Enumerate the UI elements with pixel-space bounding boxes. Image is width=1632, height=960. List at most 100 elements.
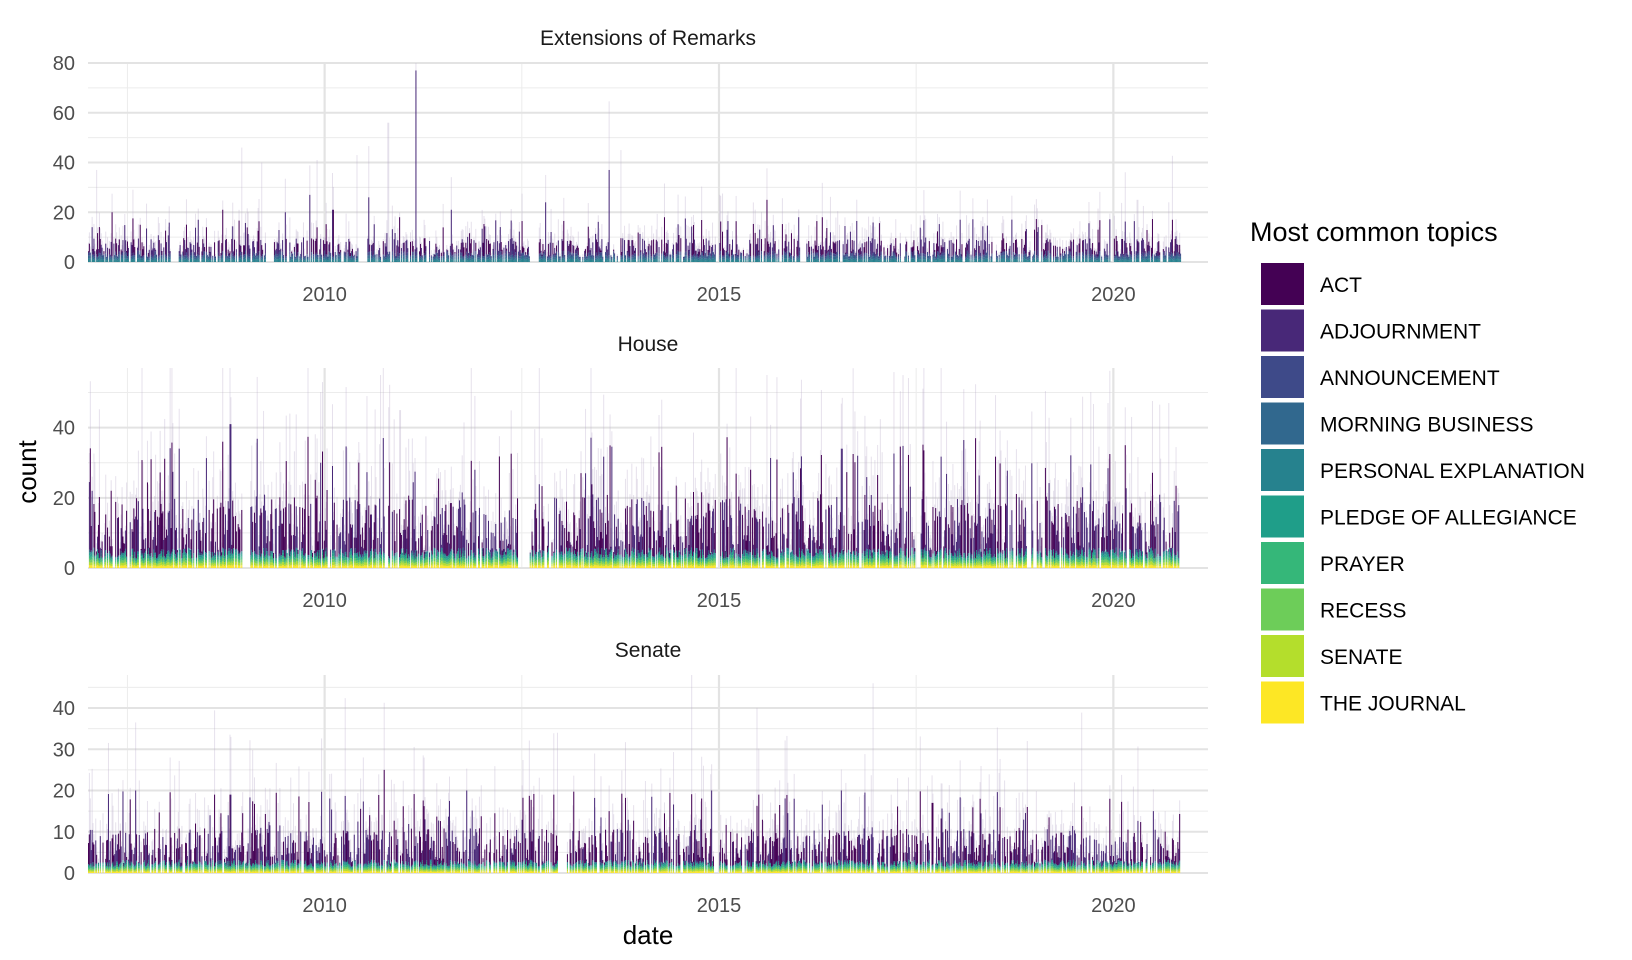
bar-segment [481,252,483,256]
bar-segment [694,257,696,260]
bar-segment [469,260,471,262]
bar-segment [942,256,944,260]
bar-segment [98,559,100,562]
bar-segment [240,255,242,259]
bar-segment [722,255,724,258]
bar-segment [89,565,91,568]
bar-segment [723,259,725,262]
bar-segment [137,559,139,563]
bar-segment [90,550,92,554]
bar-segment [182,251,184,253]
bar-segment [917,250,919,255]
bar-segment [858,255,860,259]
bar-segment [163,247,165,253]
bar-segment [936,254,938,259]
bar-segment [513,260,515,262]
bar-segment [101,258,103,262]
bar-segment [933,256,935,259]
bar-segment [518,260,520,262]
bar-segment [1014,252,1016,256]
bar-segment [1155,252,1157,256]
bar-segment [99,253,101,257]
bar-trace [719,194,721,262]
bar-segment [218,260,220,262]
bar-segment [179,260,181,262]
bar-segment [599,255,601,259]
bar-segment [1149,258,1151,262]
bar-segment [667,252,669,256]
bar-segment [970,255,972,258]
bar-segment [518,256,520,259]
bar-segment [153,555,155,559]
bar-segment [460,258,462,262]
bar-segment [158,558,160,562]
bar-segment [669,259,671,262]
bar-segment [907,255,909,258]
bar-segment [1000,258,1002,262]
bar-segment [758,258,760,262]
bar-segment [167,565,169,568]
bar-segment [951,260,953,262]
bar-segment [549,258,551,261]
bar-segment [680,238,682,252]
bar-segment [844,259,846,262]
bar-segment [1118,260,1120,262]
bar-segment [282,255,284,259]
bar-segment [484,226,486,254]
bar-segment [385,259,387,262]
bar-segment [750,256,752,259]
bar-segment [146,563,148,566]
bar-segment [1088,223,1090,254]
bar-segment [601,258,603,262]
bar-segment [380,256,382,259]
bar-segment [129,562,131,565]
bar-segment [133,561,135,564]
bar-segment [150,558,152,561]
bar-segment [140,259,142,262]
bar-segment [570,252,572,256]
bar-segment [303,260,305,262]
bar-segment [720,258,722,262]
bar-segment [1141,255,1143,259]
bar-segment [879,259,881,262]
bar-segment [147,252,149,257]
bar-segment [137,551,139,555]
bar-segment [1059,255,1061,258]
bar-segment [419,254,421,257]
bar-segment [1045,256,1047,259]
bar-segment [599,252,601,256]
bar-segment [1095,260,1097,262]
bar-segment [142,555,144,559]
bar-segment [913,240,915,251]
bar-segment [110,257,112,260]
bar-trace [656,213,658,262]
bar-segment [893,245,895,253]
bar-segment [887,257,889,260]
bar-segment [110,255,112,258]
bar-segment [854,259,856,262]
bar-segment [1000,252,1002,256]
bar-segment [1068,258,1070,262]
bar-segment [227,249,229,254]
bar-segment [783,258,785,262]
bar-segment [519,250,521,257]
bar-segment [143,259,145,262]
bar-segment [142,553,144,556]
bar-segment [163,555,165,559]
bar-segment [88,255,90,259]
bar-segment [648,243,650,251]
bar-segment [896,256,898,259]
bar-segment [309,257,311,260]
bar-segment [872,259,874,262]
bar-segment [117,517,119,556]
bar-segment [585,256,587,260]
bar-segment [202,255,204,258]
bar-segment [1104,258,1106,262]
bar-segment [289,242,291,252]
bar-trace [419,236,421,262]
bar-segment [539,256,541,260]
bar-segment [263,259,265,262]
bar-segment [202,239,204,256]
bar-segment [500,242,502,252]
bar-segment [585,256,587,259]
